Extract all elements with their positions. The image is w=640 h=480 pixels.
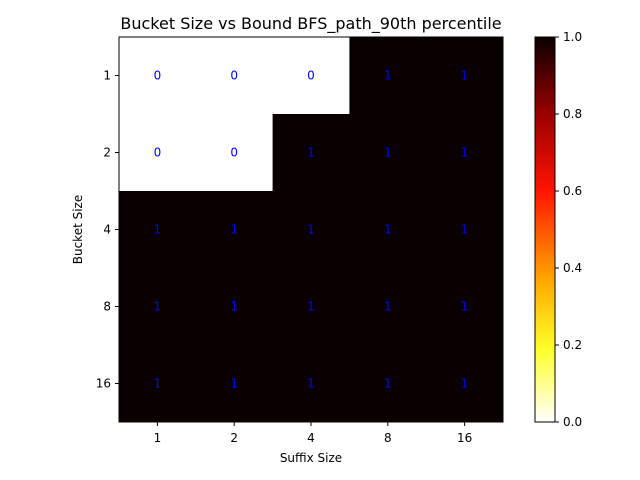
heatmap-cell	[195, 268, 274, 346]
cell-value-label: 1	[384, 69, 392, 83]
heatmap-cell	[349, 114, 427, 192]
colorbar	[534, 36, 556, 423]
cell-value-label: 1	[307, 146, 315, 160]
x-tick-label: 1	[154, 431, 162, 445]
colorbar-tick-label: 0.0	[563, 415, 582, 429]
colorbar-tick-label: 0.6	[563, 184, 582, 198]
y-tick-label: 2	[103, 146, 111, 160]
cell-labels: 0 0 0 1 1 0 0 1 1 1 1 1 1 1 1 1 1 1 1 1 1 1 1 1 1	[154, 69, 469, 391]
heatmap-cell	[349, 345, 427, 423]
heatmap-cell	[272, 37, 350, 115]
colorbar-tick-label: 0.8	[563, 107, 582, 121]
heatmap-cell	[119, 37, 197, 115]
cell-value-label: 1	[461, 69, 469, 83]
heatmap-cell	[119, 114, 197, 192]
heatmap-cell	[426, 191, 504, 269]
heatmap-cell	[195, 37, 274, 115]
heatmap-cell	[119, 345, 197, 423]
cell-value-label: 0	[154, 146, 162, 160]
chart-title: Bucket Size vs Bound BFS_path_90th perce…	[120, 14, 501, 34]
cell-value-label: 1	[307, 377, 315, 391]
colorbar-tick-label: 0.4	[563, 261, 582, 275]
heatmap-cell	[426, 268, 504, 346]
cell-value-label: 1	[230, 377, 238, 391]
heatmap-cell	[349, 268, 427, 346]
cell-value-label: 1	[230, 300, 238, 314]
x-tick-label: 2	[230, 431, 238, 445]
y-axis-label: Bucket Size	[71, 195, 85, 265]
x-axis-ticks: 1 2 4 8 16	[154, 422, 472, 445]
heatmap-cell	[272, 345, 350, 423]
x-tick-label: 4	[307, 431, 315, 445]
heatmap-cell	[349, 37, 427, 115]
y-tick-label: 8	[103, 300, 111, 314]
cell-value-label: 0	[307, 69, 315, 83]
cell-value-label: 1	[384, 223, 392, 237]
x-axis-label: Suffix Size	[280, 451, 342, 465]
cell-value-label: 0	[154, 69, 162, 83]
heatmap-cell	[272, 191, 350, 269]
colorbar-tick-label: 0.2	[563, 338, 582, 352]
heatmap-cells	[119, 37, 504, 423]
colorbar-ticks: 0.0 0.2 0.4 0.6 0.8 1.0	[555, 30, 582, 429]
cell-value-label: 1	[154, 300, 162, 314]
heatmap-cell	[119, 191, 197, 269]
heatmap-cell	[195, 191, 274, 269]
cell-value-label: 1	[230, 223, 238, 237]
y-tick-label: 16	[96, 377, 111, 391]
heatmap-cell	[349, 191, 427, 269]
heatmap-cell	[119, 268, 197, 346]
cell-value-label: 1	[461, 223, 469, 237]
heatmap-cell	[195, 114, 274, 192]
heatmap-cell	[426, 345, 504, 423]
x-tick-label: 8	[384, 431, 392, 445]
colorbar-tick-label: 1.0	[563, 30, 582, 44]
cell-value-label: 1	[384, 377, 392, 391]
cell-value-label: 1	[307, 300, 315, 314]
cell-value-label: 1	[384, 300, 392, 314]
cell-value-label: 1	[461, 377, 469, 391]
cell-value-label: 1	[154, 377, 162, 391]
cell-value-label: 1	[154, 223, 162, 237]
y-axis-ticks: 1 2 4 8 16	[96, 69, 119, 391]
heatmap-cell	[195, 345, 274, 423]
heatmap-cell	[426, 114, 504, 192]
heatmap-cell	[272, 268, 350, 346]
cell-value-label: 1	[307, 223, 315, 237]
cell-value-label: 1	[461, 300, 469, 314]
cell-value-label: 1	[461, 146, 469, 160]
cell-value-label: 1	[384, 146, 392, 160]
heatmap-cell	[426, 37, 504, 115]
y-tick-label: 1	[103, 69, 111, 83]
cell-value-label: 0	[230, 146, 238, 160]
heatmap-cell	[272, 114, 350, 192]
y-tick-label: 4	[103, 223, 111, 237]
x-tick-label: 16	[457, 431, 472, 445]
cell-value-label: 0	[230, 69, 238, 83]
